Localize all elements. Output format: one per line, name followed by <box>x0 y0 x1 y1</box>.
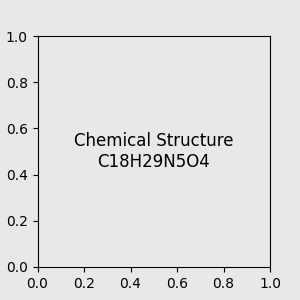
Text: Chemical Structure
C18H29N5O4: Chemical Structure C18H29N5O4 <box>74 132 233 171</box>
